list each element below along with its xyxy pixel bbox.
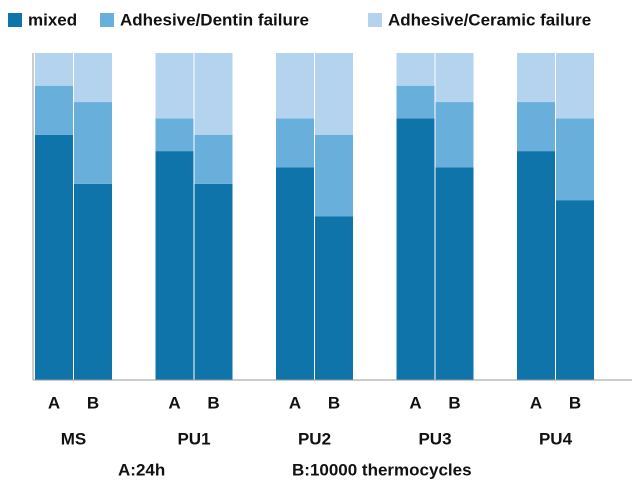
annotation: A:24h	[118, 460, 165, 479]
subgroup-label: A	[48, 393, 60, 412]
group-label: PU1	[177, 429, 210, 448]
bar-segment	[74, 183, 112, 380]
bar-segment	[556, 118, 594, 201]
bar-segment	[155, 118, 194, 152]
bar-segment	[194, 183, 233, 380]
subgroup-label: B	[87, 393, 99, 412]
bar-segment	[517, 151, 555, 380]
bar-segment	[74, 102, 112, 184]
legend-label: Adhesive/Dentin failure	[120, 10, 309, 29]
group-label: PU3	[418, 429, 451, 448]
legend-swatch	[100, 13, 114, 27]
bar-segment	[556, 200, 594, 380]
subgroup-label: B	[207, 393, 219, 412]
legend-swatch	[8, 13, 22, 27]
bar-segment	[35, 53, 73, 86]
bar-segment	[556, 53, 594, 119]
bar-segment	[155, 151, 194, 380]
bar-segment	[194, 134, 233, 184]
subgroup-label: A	[409, 393, 421, 412]
bar-segment	[517, 102, 555, 152]
legend-label: mixed	[28, 10, 77, 29]
bar-segment	[517, 53, 555, 103]
subgroup-label: B	[328, 393, 340, 412]
bar-segment	[435, 167, 474, 380]
group-label: PU2	[298, 429, 331, 448]
subgroup-label: B	[448, 393, 460, 412]
bar-segment	[435, 102, 474, 168]
bar-segment	[35, 134, 73, 380]
subgroup-label: B	[569, 393, 581, 412]
subgroup-label: A	[289, 393, 301, 412]
group-label: PU4	[539, 429, 573, 448]
bar-segment	[396, 85, 435, 119]
bar-segment	[396, 118, 435, 381]
bar-segment	[276, 118, 314, 168]
annotation: B:10000 thermocycles	[292, 460, 472, 479]
bar-segment	[315, 216, 353, 380]
bar-segment	[396, 53, 435, 86]
bar-segment	[435, 53, 474, 103]
bar-segment	[194, 53, 233, 135]
bar-segment	[276, 167, 314, 380]
group-label: MS	[61, 429, 87, 448]
bar-segment	[276, 53, 314, 119]
bar-segment	[74, 53, 112, 103]
legend-label: Adhesive/Ceramic failure	[388, 10, 591, 29]
bar-segment	[315, 134, 353, 217]
legend-swatch	[368, 13, 382, 27]
subgroup-label: A	[530, 393, 542, 412]
bar-segment	[315, 53, 353, 135]
bar-segment	[155, 53, 194, 119]
subgroup-label: A	[168, 393, 180, 412]
bar-segment	[35, 85, 73, 135]
